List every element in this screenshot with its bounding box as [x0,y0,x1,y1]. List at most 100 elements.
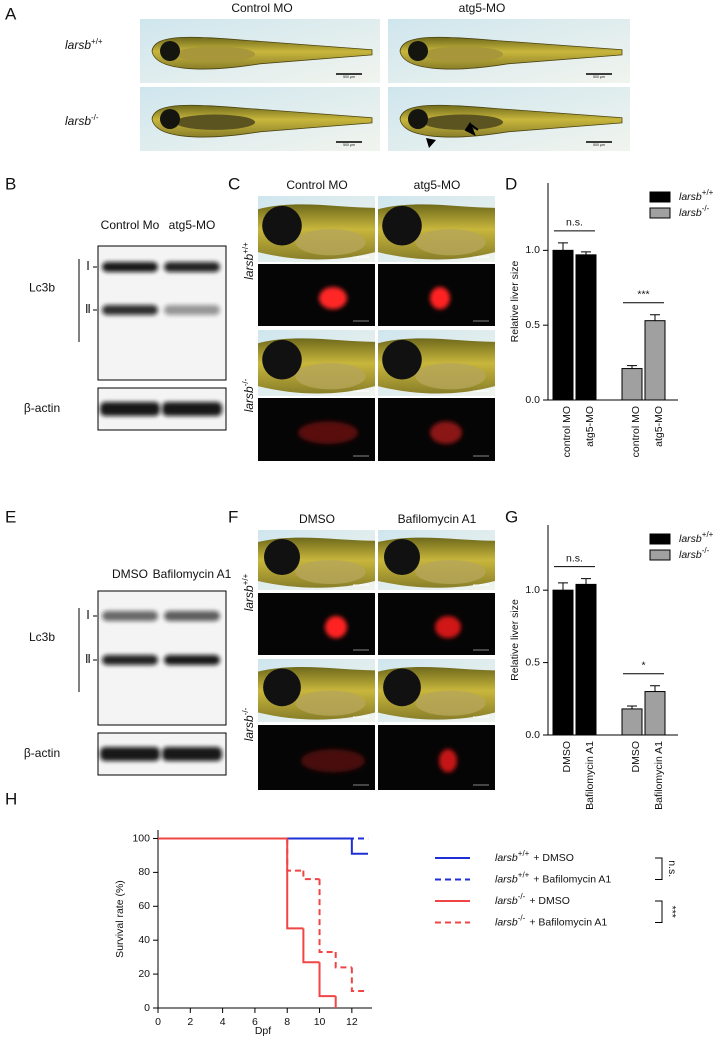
survival-step [334,952,352,969]
column-label: Control MO [231,1,292,15]
blot-band [102,262,158,272]
gene-name: larsb [65,38,91,52]
blot-band [100,402,160,416]
fish-yolk [295,229,366,256]
x-tick-label: 10 [314,1016,326,1028]
fish-yolk [415,363,486,390]
blot-band [164,305,220,315]
fish-eye [262,339,302,380]
fish-eye [383,668,421,707]
genotype-superscript: +/+ [518,870,530,879]
x-tick-label: 2 [187,1016,193,1028]
gene-name: larsb [242,386,256,412]
y-tick-label: 0.5 [525,319,540,331]
bar [621,368,643,401]
bar [552,249,574,401]
error-bar [627,365,637,369]
panel-letter: C [228,174,240,193]
column-label: DMSO [299,512,335,526]
protein-label: Lc3b [29,630,55,644]
genotype-label: larsb-/- + Bafilomycin A1 [495,913,607,928]
fluorescence-image [258,264,375,326]
genotype-label: larsb-/- [241,707,257,741]
fish-eye [382,339,422,380]
error-bar [650,685,660,692]
genotype-superscript: -/- [241,378,250,386]
fish-eye [408,109,428,129]
column-label: Bafilomycin A1 [398,512,477,526]
treatment: + DMSO [533,852,574,864]
bar [575,583,597,736]
error-bar [558,582,568,591]
liver-signal [325,615,347,639]
fish-yolk [415,560,486,584]
y-tick-label: 0.5 [525,656,540,668]
significance-label: *** [637,288,649,300]
legend-swatch [649,549,671,561]
column-label: DMSO [112,567,148,581]
genotype-superscript: +/+ [702,530,714,539]
blot-band [164,262,220,272]
x-tick-label: 6 [252,1016,258,1028]
gene-name: larsb [242,715,256,741]
fish-yolk [295,560,366,584]
fish-yolk [423,46,503,62]
significance-label: n.s. [566,217,583,229]
significance-label: *** [666,906,678,918]
genotype-label: larsb+/+ + DMSO [495,849,574,864]
fish-yolk [423,114,503,130]
liver-signal [301,749,365,773]
gene-name: larsb [679,191,702,203]
fish-eye [408,41,428,61]
error-bar [627,705,637,709]
liver-signal [319,286,347,310]
band-label: Ⅱ [85,302,91,316]
arrowhead-marker [426,138,436,148]
fluorescence-image [378,725,495,790]
significance-label: * [641,660,645,672]
error-bar [581,251,591,255]
gene-name: larsb [242,585,256,611]
column-label: atg5-MO [459,1,506,15]
survival-step [350,838,368,855]
gene-name: larsb [679,207,702,219]
blot-band [102,655,158,665]
survival-step [318,962,336,998]
x-tick-label: Bafilomycin A1 [653,741,665,810]
significance-label: n.s. [666,860,678,877]
x-tick-label: Bafilomycin A1 [584,741,596,810]
x-tick-label: atg5-MO [653,406,665,447]
scale-bar-label: 500 μm [593,75,605,79]
loading-label: β-actin [24,401,60,415]
blot-band [100,747,160,761]
x-tick-label: 8 [284,1016,290,1028]
fish-yolk [175,46,255,62]
genotype-label: larsb+/+ [679,530,714,545]
column-label: Control MO [286,178,347,192]
legend-swatch [649,191,671,203]
blot-band [164,655,220,665]
y-tick-label: 0.0 [525,729,540,741]
genotype-superscript: -/- [702,546,710,555]
x-axis-title: Dpf [255,1025,271,1037]
blot-band [102,611,158,621]
x-tick-label: atg5-MO [584,406,596,447]
genotype-label: larsb-/- + DMSO [495,892,570,907]
significance-bracket [655,857,663,880]
y-tick-label: 100 [132,832,150,844]
scale-bar-label: 500 μm [593,143,605,147]
gene-name: larsb [679,549,702,561]
y-tick-label: 20 [138,968,150,980]
panel-letter: A [5,4,17,23]
gene-name: larsb [495,852,518,864]
column-label: atg5-MO [169,218,216,232]
y-tick-label: 60 [138,900,150,912]
blot-band [102,305,158,315]
fish-yolk [295,690,366,716]
y-axis-title: Relative liver size [509,260,521,342]
genotype-superscript: -/- [518,892,526,901]
treatment: + Bafilomycin A1 [533,873,611,885]
panel-letter: H [5,789,17,808]
band-label: Ⅰ [86,608,90,622]
